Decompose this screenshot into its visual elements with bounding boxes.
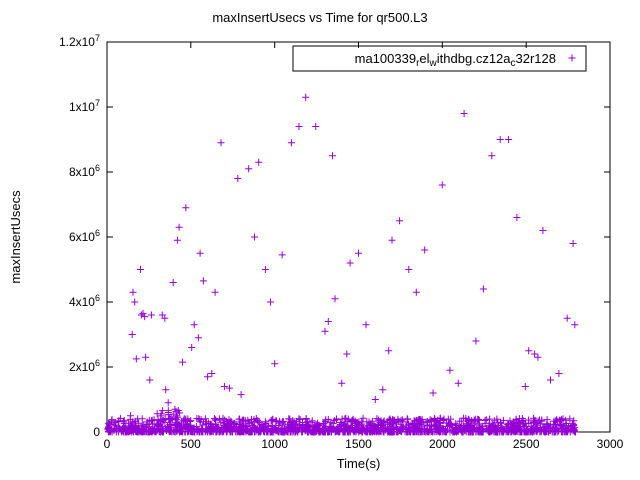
legend-label: ma100339r​elw​ithdbg.cz12ac​32r128 xyxy=(355,51,556,69)
svg-text:1x107: 1x107 xyxy=(69,98,100,114)
tick-labels: 0 500 1000 1500 2000 2500 3000 0 2x106 4x106 6x106… xyxy=(59,33,624,451)
svg-text:8x106: 8x106 xyxy=(69,163,100,179)
svg-text:4x106: 4x106 xyxy=(69,293,100,309)
svg-text:1.2x107: 1.2x107 xyxy=(59,33,100,49)
legend-marker-icon xyxy=(568,54,576,62)
svg-text:6x106: 6x106 xyxy=(69,228,100,244)
svg-text:500: 500 xyxy=(181,437,201,451)
chart-title: maxInsertUsecs vs Time for qr500.L3 xyxy=(212,10,428,25)
svg-text:2500: 2500 xyxy=(513,437,540,451)
legend: ma100339r​elw​ithdbg.cz12ac​32r128 xyxy=(292,45,587,72)
svg-text:1000: 1000 xyxy=(261,437,288,451)
svg-text:0: 0 xyxy=(104,437,111,451)
plot-border xyxy=(106,41,611,433)
svg-text:2000: 2000 xyxy=(429,437,456,451)
axis-ticks xyxy=(106,41,611,433)
legend-box xyxy=(292,45,587,72)
data-points xyxy=(104,93,579,436)
x-axis-label: Time(s) xyxy=(336,456,381,471)
svg-text:0: 0 xyxy=(93,425,100,439)
svg-text:1500: 1500 xyxy=(345,437,372,451)
svg-text:3000: 3000 xyxy=(597,437,624,451)
svg-text:2x106: 2x106 xyxy=(69,358,100,374)
